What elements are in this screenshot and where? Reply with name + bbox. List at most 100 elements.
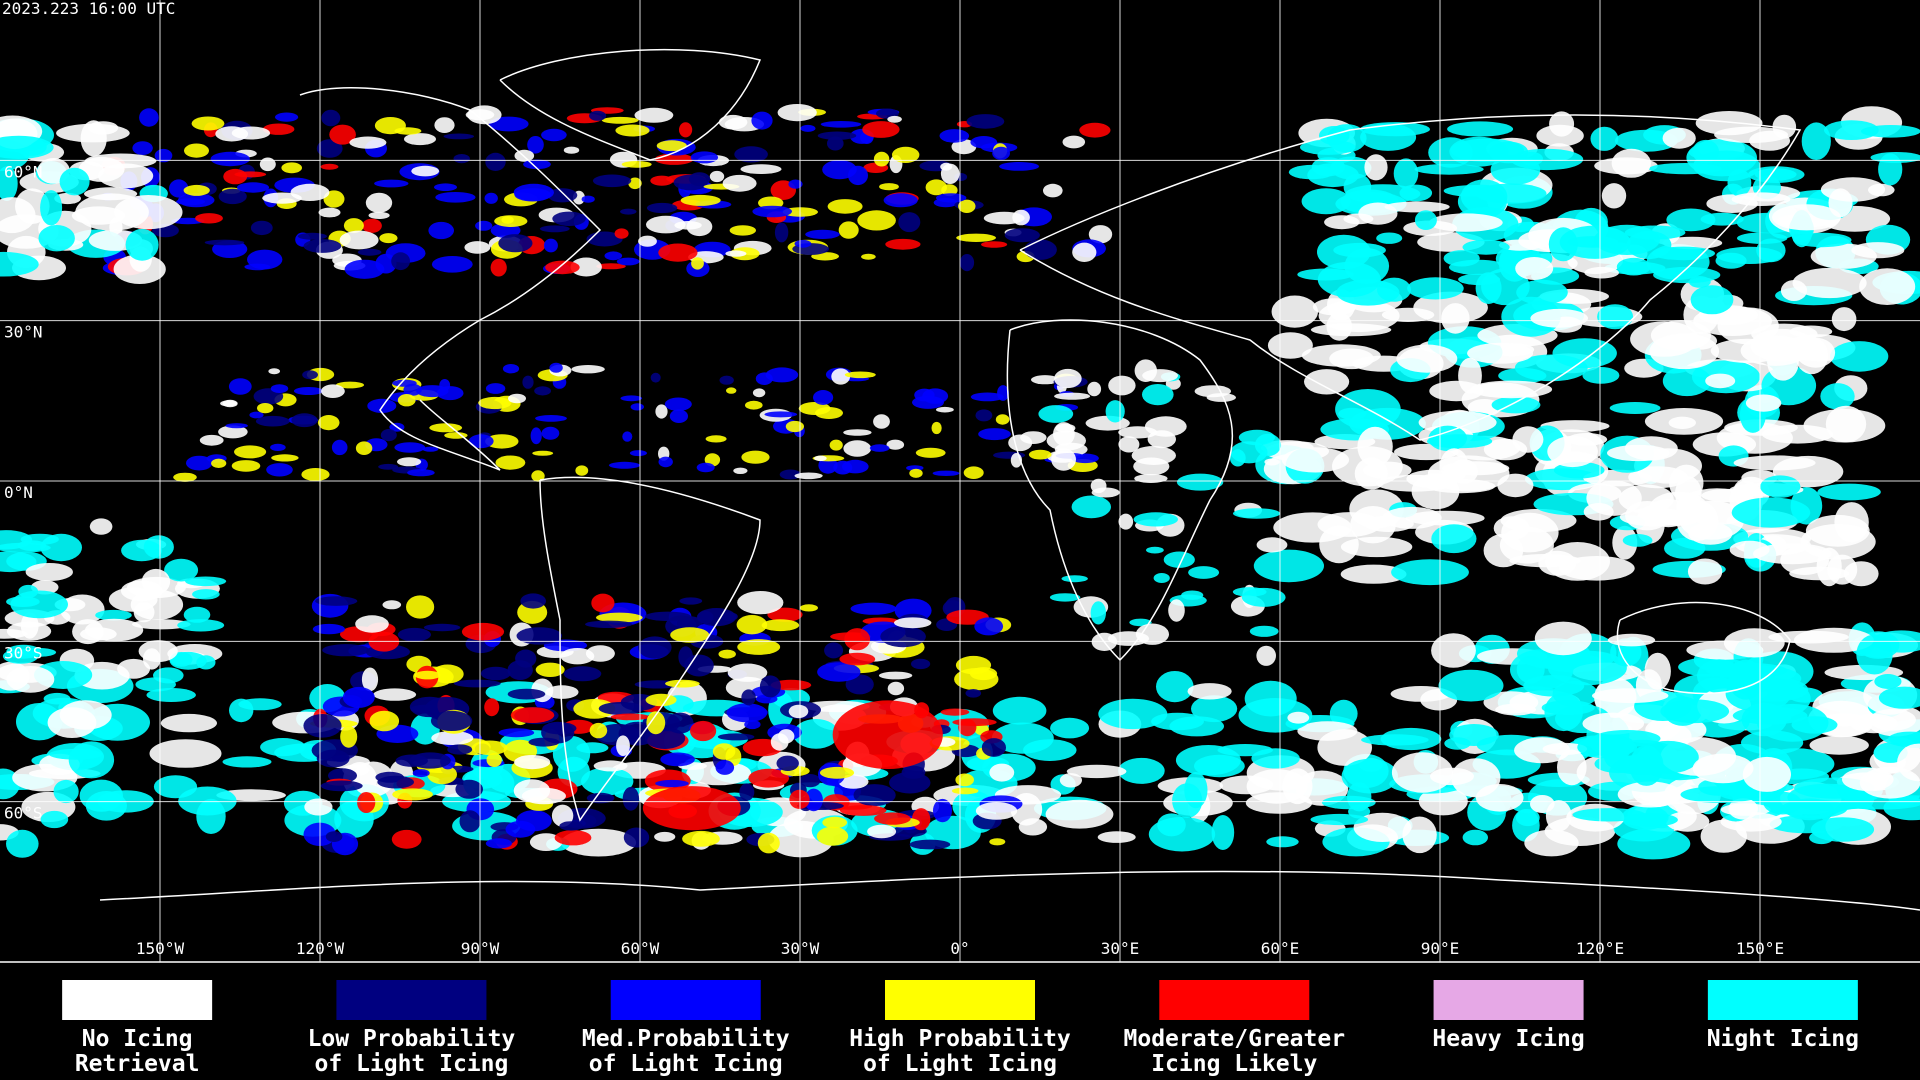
legend-label: Heavy Icing xyxy=(1432,1026,1584,1052)
cloud-patch xyxy=(1341,758,1399,794)
cloud-patch xyxy=(1091,487,1120,498)
cloud-patch xyxy=(1148,816,1216,852)
antarctica-outline xyxy=(99,870,1920,911)
cloud-patch xyxy=(799,774,821,788)
cloud-patch xyxy=(173,472,197,482)
cloud-patch xyxy=(471,740,508,756)
cloud-patch xyxy=(355,441,373,456)
cloud-patch xyxy=(514,755,551,770)
cloud-patch xyxy=(423,623,461,632)
cloud-patch xyxy=(621,161,652,168)
cloud-patch xyxy=(966,114,1005,129)
cloud-patch xyxy=(912,395,944,409)
cloud-patch xyxy=(1059,773,1082,788)
cloud-patch xyxy=(1458,357,1482,394)
cloud-patch xyxy=(234,171,267,178)
cloud-patch xyxy=(838,774,869,789)
cloud-patch xyxy=(1098,698,1168,730)
cloud-patch xyxy=(909,468,923,478)
cloud-patch xyxy=(236,182,270,193)
cloud-patch xyxy=(981,241,1008,248)
cloud-patch xyxy=(113,254,166,284)
cloud-patch xyxy=(814,455,827,462)
legend-label: Moderate/Greater xyxy=(1124,1026,1346,1052)
cloud-patch xyxy=(374,179,409,188)
cloud-patch xyxy=(785,420,805,433)
cloud-patch xyxy=(1616,257,1651,276)
cloud-patch xyxy=(1809,735,1869,755)
cloud-patch xyxy=(817,131,857,140)
cloud-patch xyxy=(204,239,245,246)
cloud-patch xyxy=(228,378,252,395)
cloud-patch xyxy=(1462,239,1510,255)
cloud-patch xyxy=(741,689,756,706)
lon-label: 120°W xyxy=(296,939,345,958)
cloud-patch xyxy=(614,228,629,239)
cloud-patch xyxy=(191,116,225,131)
cloud-patch xyxy=(1031,375,1059,385)
cloud-patch xyxy=(301,468,330,481)
cloud-patch xyxy=(940,162,953,171)
cloud-patch xyxy=(1340,564,1407,584)
cloud-patch xyxy=(1622,534,1653,547)
cloud-patch xyxy=(378,463,399,470)
cloud-patch xyxy=(1329,699,1358,728)
cloud-patch xyxy=(1329,348,1374,370)
cloud-patch xyxy=(132,141,153,156)
cloud-patch xyxy=(715,760,735,775)
cloud-patch xyxy=(589,722,608,739)
cloud-patch xyxy=(1692,753,1754,784)
cloud-patch xyxy=(1597,304,1634,330)
cloud-patch xyxy=(1054,368,1082,389)
cloud-patch xyxy=(1609,402,1661,414)
cloud-patch xyxy=(547,188,578,203)
cloud-patch xyxy=(892,146,920,163)
cloud-patch xyxy=(1733,455,1816,471)
cloud-patch xyxy=(722,174,757,192)
cloud-patch xyxy=(1859,268,1916,305)
cloud-patch xyxy=(315,596,358,606)
cloud-patch xyxy=(1772,204,1841,231)
cloud-patch xyxy=(250,220,273,236)
cloud-patch xyxy=(1390,686,1452,702)
lon-label: 150°W xyxy=(136,939,185,958)
cloud-patch xyxy=(488,116,529,132)
cloud-patch xyxy=(510,707,555,723)
cloud-patch xyxy=(813,390,834,405)
cloud-patch xyxy=(1760,475,1801,498)
cloud-patch xyxy=(622,786,640,811)
cloud-patch xyxy=(878,671,913,680)
cloud-patch xyxy=(291,413,318,428)
lon-label: 30°E xyxy=(1101,939,1140,958)
cloud-patch xyxy=(47,707,97,738)
lon-label: 60°W xyxy=(621,939,660,958)
cloud-patch xyxy=(534,386,551,396)
cloud-patch xyxy=(591,593,615,613)
cloud-patch xyxy=(1611,148,1652,178)
cloud-patch xyxy=(1572,808,1646,822)
cloud-patch xyxy=(404,133,436,146)
cloud-patch xyxy=(1249,625,1279,637)
cloud-patch xyxy=(1793,232,1852,248)
cloud-patch xyxy=(1043,183,1063,198)
cloud-patch xyxy=(951,787,979,795)
lon-label: 60°E xyxy=(1261,939,1300,958)
cloud-patch xyxy=(192,589,220,600)
cloud-patch xyxy=(585,620,633,628)
cloud-patch xyxy=(498,234,533,253)
cloud-patch xyxy=(1652,246,1715,261)
cloud-patch xyxy=(495,455,526,470)
cloud-patch xyxy=(970,392,1004,402)
cloud-patch xyxy=(1530,795,1555,813)
legend-swatch xyxy=(62,980,213,1020)
cloud-patch xyxy=(820,121,862,128)
cloud-patch xyxy=(1859,766,1920,799)
cloud-patch xyxy=(1438,669,1504,702)
cloud-patch xyxy=(1004,228,1040,243)
cloud-patch xyxy=(199,434,224,446)
cloud-patch xyxy=(303,239,342,253)
cloud-patch xyxy=(392,788,433,801)
cloud-patch xyxy=(1061,575,1088,583)
cloud-patch xyxy=(788,704,809,719)
